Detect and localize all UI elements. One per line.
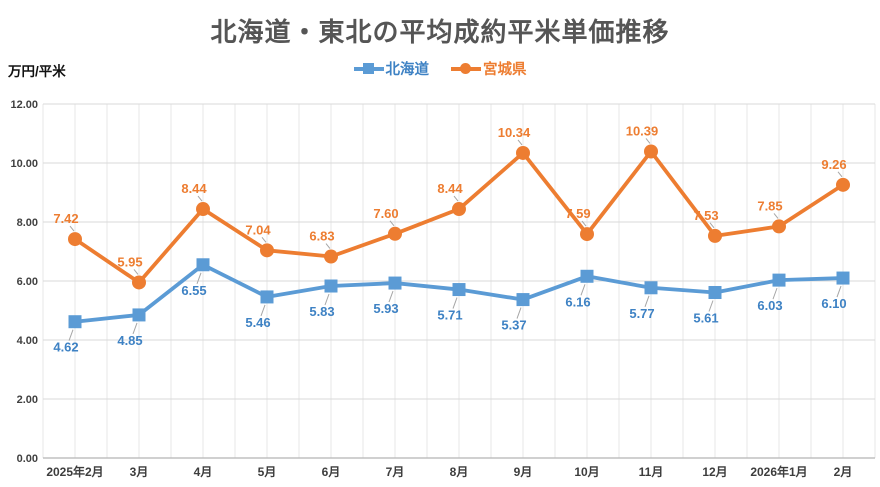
- chart-legend: 北海道 宮城県: [0, 58, 880, 79]
- svg-text:11月: 11月: [639, 465, 664, 479]
- svg-text:7.60: 7.60: [373, 206, 398, 221]
- svg-text:9月: 9月: [514, 465, 533, 479]
- legend-label-hokkaido: 北海道: [385, 62, 430, 78]
- y-axis-unit-label: 万円/平米: [8, 64, 66, 79]
- svg-text:5.46: 5.46: [245, 315, 270, 330]
- svg-text:6.16: 6.16: [565, 294, 590, 309]
- svg-text:6.55: 6.55: [181, 283, 206, 298]
- svg-text:5.83: 5.83: [309, 304, 334, 319]
- svg-text:7.42: 7.42: [53, 211, 78, 226]
- svg-text:10.00: 10.00: [10, 158, 38, 170]
- svg-text:7月: 7月: [386, 465, 405, 479]
- svg-text:2月: 2月: [834, 465, 853, 479]
- svg-text:10.34: 10.34: [498, 125, 531, 140]
- svg-text:12月: 12月: [702, 465, 727, 479]
- svg-text:3月: 3月: [130, 465, 149, 479]
- svg-text:10.39: 10.39: [626, 123, 659, 138]
- svg-text:4.00: 4.00: [17, 335, 38, 347]
- svg-text:5月: 5月: [258, 465, 277, 479]
- svg-text:10月: 10月: [574, 465, 599, 479]
- svg-text:7.85: 7.85: [757, 198, 782, 213]
- legend-label-miyagi: 宮城県: [483, 62, 527, 78]
- svg-text:2.00: 2.00: [17, 394, 38, 406]
- svg-text:9.26: 9.26: [821, 157, 846, 172]
- svg-text:12.00: 12.00: [10, 99, 38, 111]
- svg-text:8.44: 8.44: [181, 181, 207, 196]
- svg-text:5.93: 5.93: [373, 301, 398, 316]
- svg-text:6.00: 6.00: [17, 276, 38, 288]
- svg-text:8.44: 8.44: [437, 181, 463, 196]
- legend-item-miyagi[interactable]: 宮城県: [451, 58, 527, 79]
- svg-text:5.77: 5.77: [629, 306, 654, 321]
- svg-text:5.37: 5.37: [501, 318, 526, 333]
- svg-text:8月: 8月: [450, 465, 469, 479]
- svg-text:5.71: 5.71: [437, 308, 462, 323]
- svg-text:4.85: 4.85: [117, 333, 142, 348]
- svg-text:4.62: 4.62: [53, 340, 78, 355]
- svg-text:7.04: 7.04: [245, 222, 271, 237]
- miyagi-series-marker-icon: [451, 62, 481, 75]
- svg-text:5.61: 5.61: [693, 311, 718, 326]
- chart-title: 北海道・東北の平均成約平米単価推移: [210, 17, 670, 47]
- svg-text:5.95: 5.95: [117, 254, 142, 269]
- svg-text:7.59: 7.59: [565, 206, 590, 221]
- hokkaido-series-marker-icon: [353, 62, 384, 75]
- svg-text:8.00: 8.00: [17, 217, 38, 229]
- svg-text:6.83: 6.83: [309, 229, 334, 244]
- svg-text:7.53: 7.53: [693, 208, 718, 223]
- svg-text:0.00: 0.00: [17, 453, 38, 465]
- svg-text:6.03: 6.03: [757, 298, 782, 313]
- legend-item-hokkaido[interactable]: 北海道: [353, 58, 430, 79]
- svg-text:2026年1月: 2026年1月: [750, 464, 807, 479]
- svg-text:6月: 6月: [322, 465, 341, 479]
- svg-text:6.10: 6.10: [821, 296, 846, 311]
- svg-text:2025年2月: 2025年2月: [46, 464, 103, 479]
- svg-text:4月: 4月: [194, 465, 213, 479]
